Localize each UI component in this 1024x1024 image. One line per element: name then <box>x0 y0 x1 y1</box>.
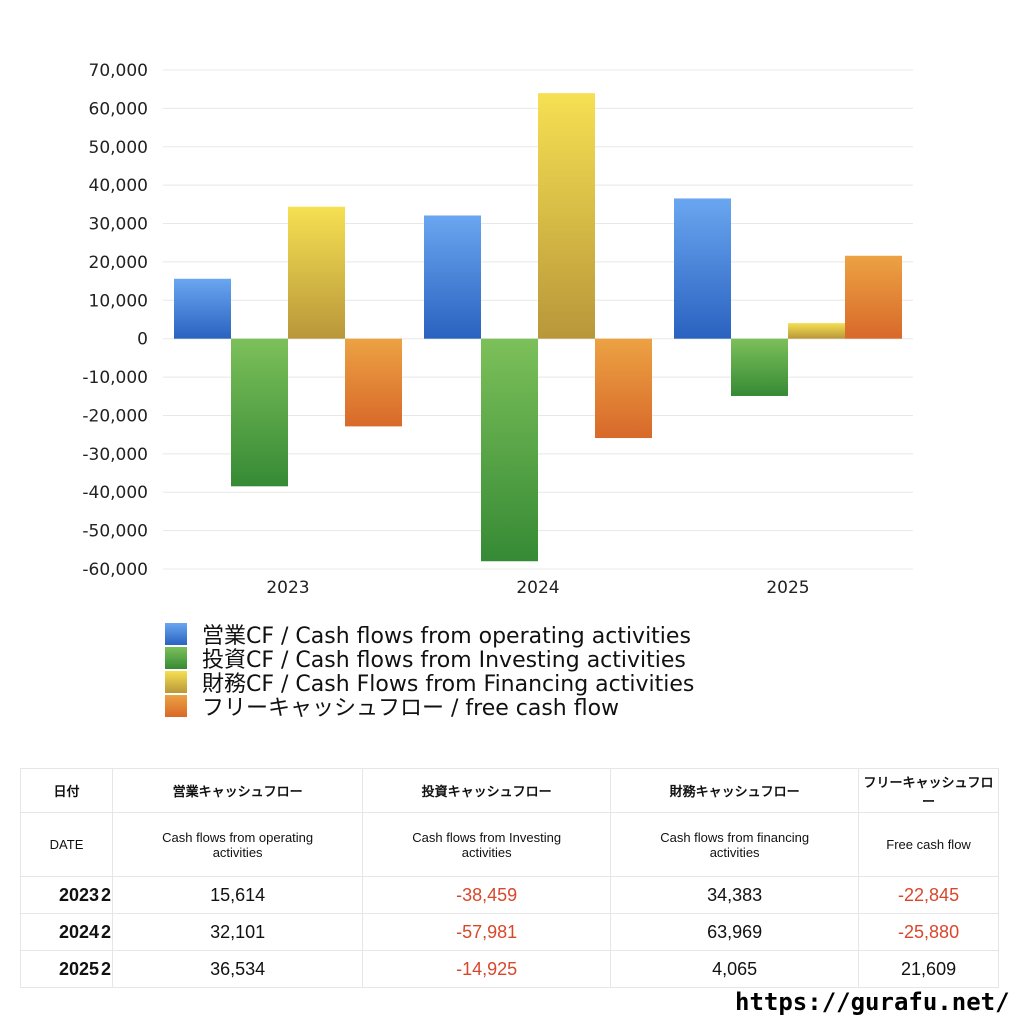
legend-swatch <box>165 647 187 669</box>
y-tick-label: 10,000 <box>89 291 148 311</box>
y-tick-label: 70,000 <box>89 61 148 81</box>
header-row-ja: 日付 営業キャッシュフロー 投資キャッシュフロー 財務キャッシュフロー フリーキ… <box>19 768 999 813</box>
y-tick-label: 40,000 <box>89 176 148 196</box>
header-investing-ja: 投資キャッシュフロー <box>362 768 612 813</box>
x-tick-label: 2024 <box>516 578 559 598</box>
bar <box>538 93 595 339</box>
bar <box>424 215 481 339</box>
y-tick-label: -30,000 <box>82 445 148 465</box>
bar <box>231 338 288 487</box>
y-tick-label: 30,000 <box>89 215 148 235</box>
year-cell: 2023 <box>20 876 101 914</box>
header-date-ja: 日付 <box>19 768 114 813</box>
header-investing-en: Cash flows from Investing activities <box>362 812 612 877</box>
y-tick-label: 20,000 <box>89 253 148 273</box>
table-row: 2024 2 32,101 -57,981 63,969 -25,880 <box>20 913 999 951</box>
bar <box>345 338 402 427</box>
header-financing-ja: 財務キャッシュフロー <box>610 768 860 813</box>
legend-item: フリーキャッシュフロー / free cash flow <box>165 694 694 721</box>
bar-chart: 70,000 60,000 50,000 40,000 30,000 20,000 10,0… <box>82 61 913 598</box>
y-tick-label: -10,000 <box>82 368 148 388</box>
y-tick-label: 60,000 <box>89 99 148 119</box>
year-cell: 2024 <box>20 913 101 951</box>
legend-label: 財務CF / Cash Flows from Financing activit… <box>202 672 695 697</box>
x-tick-label: 2025 <box>766 578 809 598</box>
bar <box>731 338 788 396</box>
data-table: 日付 営業キャッシュフロー 投資キャッシュフロー 財務キャッシュフロー フリーキ… <box>19 768 999 988</box>
bar <box>674 198 731 339</box>
y-tick-label: 50,000 <box>89 138 148 158</box>
legend-label: 投資CF / Cash flows from Investing activit… <box>202 648 686 673</box>
value-cell: -25,880 <box>858 913 999 951</box>
legend-swatch <box>165 623 187 645</box>
y-tick-label: 0 <box>137 330 148 350</box>
legend-item: 財務CF / Cash Flows from Financing activit… <box>165 670 694 697</box>
value-cell: -22,845 <box>858 876 999 914</box>
header-free-ja: フリーキャッシュフロー <box>858 768 999 813</box>
legend-swatch <box>165 695 187 717</box>
bar <box>481 338 538 562</box>
quarter-cell: 2 <box>100 876 114 914</box>
quarter-cell: 2 <box>100 950 114 988</box>
legend: 営業CF / Cash flows from operating activit… <box>165 622 694 721</box>
y-tick-label: -20,000 <box>82 406 148 426</box>
value-cell: 34,383 <box>610 876 860 914</box>
year-cell: 2025 <box>20 950 101 988</box>
value-cell: 63,969 <box>610 913 860 951</box>
bar <box>788 323 845 339</box>
value-cell: 15,614 <box>112 876 364 914</box>
table-row: 2023 2 15,614 -38,459 34,383 -22,845 <box>20 876 999 914</box>
header-row-en: DATE Cash flows from operating activitie… <box>19 812 999 877</box>
legend-label: 営業CF / Cash flows from operating activit… <box>202 624 691 649</box>
legend-item: 投資CF / Cash flows from Investing activit… <box>165 646 694 673</box>
value-cell: -14,925 <box>362 950 612 988</box>
y-tick-label: -60,000 <box>82 560 148 580</box>
bar <box>845 255 902 339</box>
value-cell: 21,609 <box>858 950 999 988</box>
header-free-en: Free cash flow <box>858 812 999 877</box>
site-url: https://gurafu.net/ <box>735 988 1010 1016</box>
value-cell: 4,065 <box>610 950 860 988</box>
value-cell: 32,101 <box>112 913 364 951</box>
value-cell: -38,459 <box>362 876 612 914</box>
y-tick-label: -40,000 <box>82 483 148 503</box>
header-financing-en: Cash flows from financing activities <box>610 812 860 877</box>
y-tick-label: -50,000 <box>82 522 148 542</box>
header-operating-ja: 営業キャッシュフロー <box>112 768 364 813</box>
legend-item: 営業CF / Cash flows from operating activit… <box>165 622 694 649</box>
x-tick-label: 2023 <box>266 578 309 598</box>
value-cell: 36,534 <box>112 950 364 988</box>
bar <box>595 338 652 439</box>
header-operating-en: Cash flows from operating activities <box>112 812 364 877</box>
bar <box>174 278 231 339</box>
legend-label: フリーキャッシュフロー / free cash flow <box>202 696 620 721</box>
header-date-en: DATE <box>19 812 114 877</box>
value-cell: -57,981 <box>362 913 612 951</box>
table-row: 2025 2 36,534 -14,925 4,065 21,609 <box>20 950 999 988</box>
legend-swatch <box>165 671 187 693</box>
quarter-cell: 2 <box>100 913 114 951</box>
bar <box>288 206 345 339</box>
